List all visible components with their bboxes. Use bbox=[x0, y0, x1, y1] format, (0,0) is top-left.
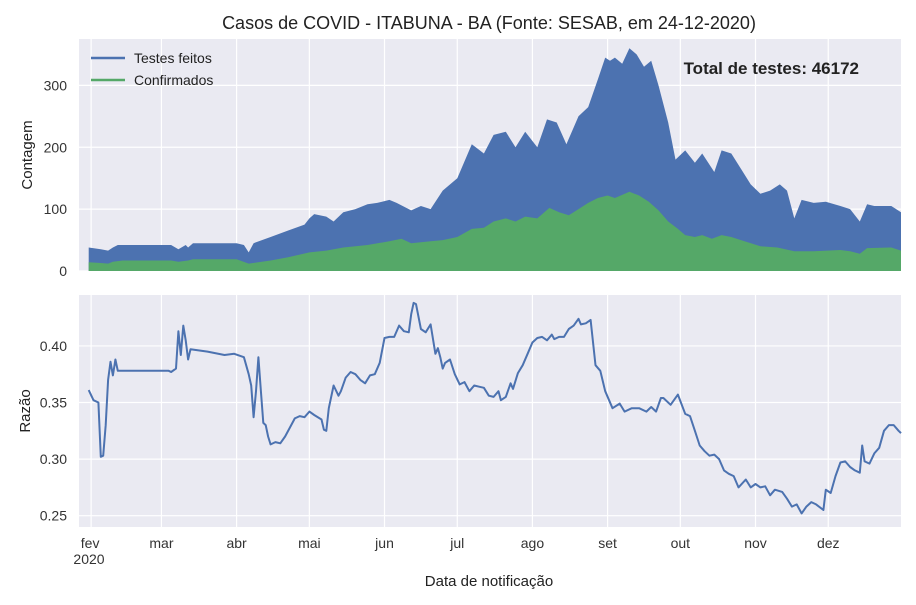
ratio-line bbox=[87, 301, 902, 515]
top-y-tick-label: 200 bbox=[44, 139, 68, 155]
bottom-plot-background bbox=[79, 295, 901, 527]
bottom-y-tick-label: 0.40 bbox=[40, 338, 67, 354]
ratio-series-line bbox=[87, 301, 902, 515]
x-tick-label: jul bbox=[449, 535, 464, 551]
x-tick-label: dez bbox=[817, 535, 840, 551]
x-axis-label: Data de notificação bbox=[425, 573, 553, 590]
bottom-ylabel: Razão bbox=[17, 389, 34, 432]
bottom-y-ticks: 0.25 0.30 0.35 0.40 bbox=[40, 338, 67, 524]
top-y-ticks: 0 100 200 300 bbox=[44, 77, 68, 279]
top-y-tick-label: 0 bbox=[59, 263, 67, 279]
chart-title: Casos de COVID - ITABUNA - BA (Fonte: SE… bbox=[222, 13, 756, 33]
top-areas bbox=[88, 48, 901, 271]
legend-label-confirmed: Confirmados bbox=[134, 72, 213, 88]
x-tick-label: mai bbox=[298, 535, 321, 551]
bottom-y-tick-label: 0.35 bbox=[40, 395, 67, 411]
legend-label-tests: Testes feitos bbox=[134, 50, 212, 66]
confirmed-area bbox=[88, 191, 901, 271]
top-y-tick-label: 100 bbox=[44, 201, 68, 217]
x-tick-label: mar bbox=[149, 535, 173, 551]
bottom-y-tick-label: 0.30 bbox=[40, 451, 67, 467]
top-ylabel: Contagem bbox=[19, 120, 36, 189]
x-tick-label: fev bbox=[81, 535, 100, 551]
legend: Testes feitos Confirmados bbox=[91, 50, 213, 88]
top-panel: 0 100 200 300 Contagem Total de testes: 461… bbox=[19, 39, 901, 279]
bottom-y-tick-label: 0.25 bbox=[40, 508, 67, 524]
top-y-tick-label: 300 bbox=[44, 77, 68, 93]
year-label: 2020 bbox=[73, 551, 104, 567]
tests-area bbox=[88, 48, 901, 271]
bottom-panel: 0.25 0.30 0.35 0.40 Razão bbox=[17, 295, 902, 527]
x-tick-label: ago bbox=[521, 535, 545, 551]
x-ticks: fev mar abr mai jun jul ago set out nov dez bbox=[81, 535, 840, 551]
total-tests-annotation: Total de testes: 46172 bbox=[684, 59, 859, 78]
x-tick-label: nov bbox=[744, 535, 767, 551]
x-tick-label: abr bbox=[226, 535, 247, 551]
x-tick-label: jun bbox=[374, 535, 394, 551]
bottom-grid bbox=[79, 295, 901, 527]
x-tick-label: out bbox=[671, 535, 691, 551]
x-tick-label: set bbox=[598, 535, 617, 551]
